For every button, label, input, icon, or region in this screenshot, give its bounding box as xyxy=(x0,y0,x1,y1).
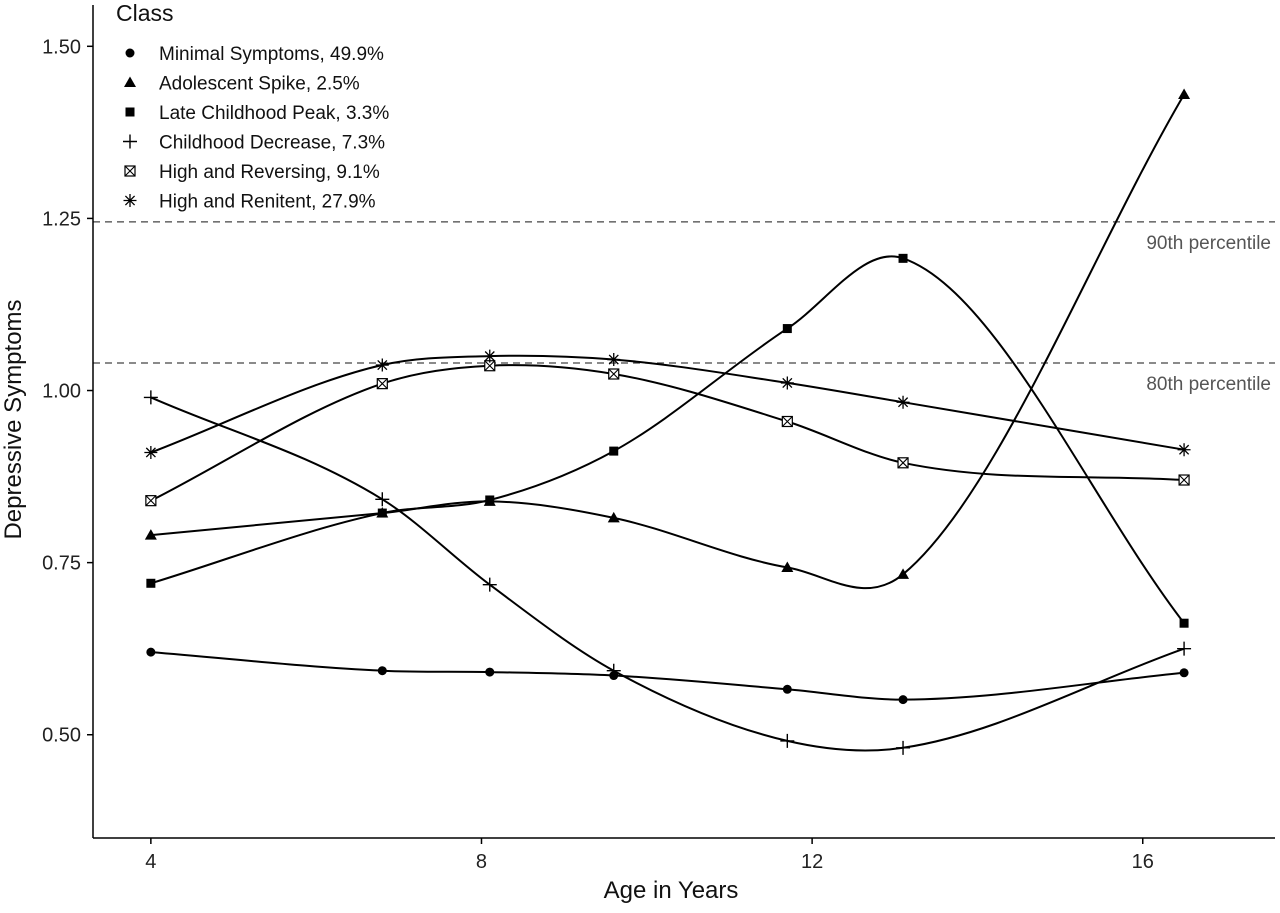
x-tick-label: 8 xyxy=(476,851,487,873)
legend-label: Childhood Decrease, 7.3% xyxy=(159,133,385,154)
legend-label: High and Reversing, 9.1% xyxy=(159,162,380,183)
y-tick-label: 1.50 xyxy=(42,36,81,58)
legend-symbol xyxy=(125,107,135,117)
legend-item: Childhood Decrease, 7.3% xyxy=(123,133,385,154)
data-point xyxy=(482,577,497,592)
x-tick-label: 12 xyxy=(801,851,823,873)
data-point xyxy=(897,457,909,469)
x-tick-label: 16 xyxy=(1132,851,1154,873)
data-point xyxy=(144,445,158,459)
legend-item: High and Reversing, 9.1% xyxy=(124,162,380,183)
series-line xyxy=(150,651,1185,701)
data-point xyxy=(1178,88,1191,99)
legend-symbol xyxy=(123,194,137,207)
data-point xyxy=(144,529,157,540)
data-point xyxy=(485,667,495,677)
data-point xyxy=(896,395,910,409)
data-point xyxy=(483,349,497,363)
data-point xyxy=(146,578,156,588)
data-point xyxy=(1178,474,1190,486)
legend-item: Late Childhood Peak, 3.3% xyxy=(125,103,389,124)
legend-item: Minimal Symptoms, 49.9% xyxy=(125,44,384,65)
data-point xyxy=(781,415,793,428)
y-tick-label: 0.50 xyxy=(42,725,81,747)
data-point xyxy=(1179,618,1189,628)
data-point xyxy=(782,324,792,334)
data-point xyxy=(485,495,495,505)
legend-symbol xyxy=(124,165,136,177)
legend-symbol xyxy=(123,134,137,149)
data-point xyxy=(780,376,794,390)
reference-line-label: 80th percentile xyxy=(1146,374,1271,395)
data-point xyxy=(781,561,794,572)
data-point xyxy=(608,368,620,380)
data-point xyxy=(1179,668,1189,678)
data-point xyxy=(609,446,619,456)
legend-symbol xyxy=(124,76,136,87)
data-point xyxy=(898,695,908,705)
data-point xyxy=(782,684,792,694)
data-point xyxy=(1177,641,1192,656)
y-tick-label: 0.75 xyxy=(42,553,81,575)
y-tick-label: 1.25 xyxy=(42,208,81,230)
data-point xyxy=(607,511,620,523)
data-point xyxy=(896,740,911,755)
data-point xyxy=(146,647,156,657)
data-point xyxy=(606,663,621,678)
data-point xyxy=(780,733,795,748)
y-tick-label: 1.00 xyxy=(42,381,81,403)
series-line xyxy=(150,354,1185,454)
legend-label: Adolescent Spike, 2.5% xyxy=(159,74,360,95)
data-point xyxy=(375,358,389,372)
data-point xyxy=(377,666,387,676)
x-tick-label: 4 xyxy=(145,851,156,873)
data-point xyxy=(607,353,621,367)
series-line xyxy=(150,255,1185,624)
data-point xyxy=(376,378,388,390)
data-point xyxy=(1177,443,1191,457)
legend-label: Minimal Symptoms, 49.9% xyxy=(159,44,384,65)
legend-label: Late Childhood Peak, 3.3% xyxy=(159,103,389,124)
series-line xyxy=(150,364,1185,502)
data-point xyxy=(377,508,387,518)
legend-item: High and Renitent, 27.9% xyxy=(123,192,376,213)
series-line xyxy=(150,396,1185,752)
legend-title: Class xyxy=(116,0,174,26)
legend-label: High and Renitent, 27.9% xyxy=(159,192,376,213)
y-axis-title: Depressive Symptoms xyxy=(0,299,27,539)
data-point xyxy=(143,390,158,405)
reference-line-label: 90th percentile xyxy=(1146,233,1271,254)
data-point xyxy=(898,253,908,263)
legend-item: Adolescent Spike, 2.5% xyxy=(124,74,360,95)
data-point xyxy=(375,492,390,507)
data-point xyxy=(145,495,157,507)
x-axis-title: Age in Years xyxy=(604,877,739,904)
legend-symbol xyxy=(125,48,135,58)
data-point xyxy=(897,568,910,579)
